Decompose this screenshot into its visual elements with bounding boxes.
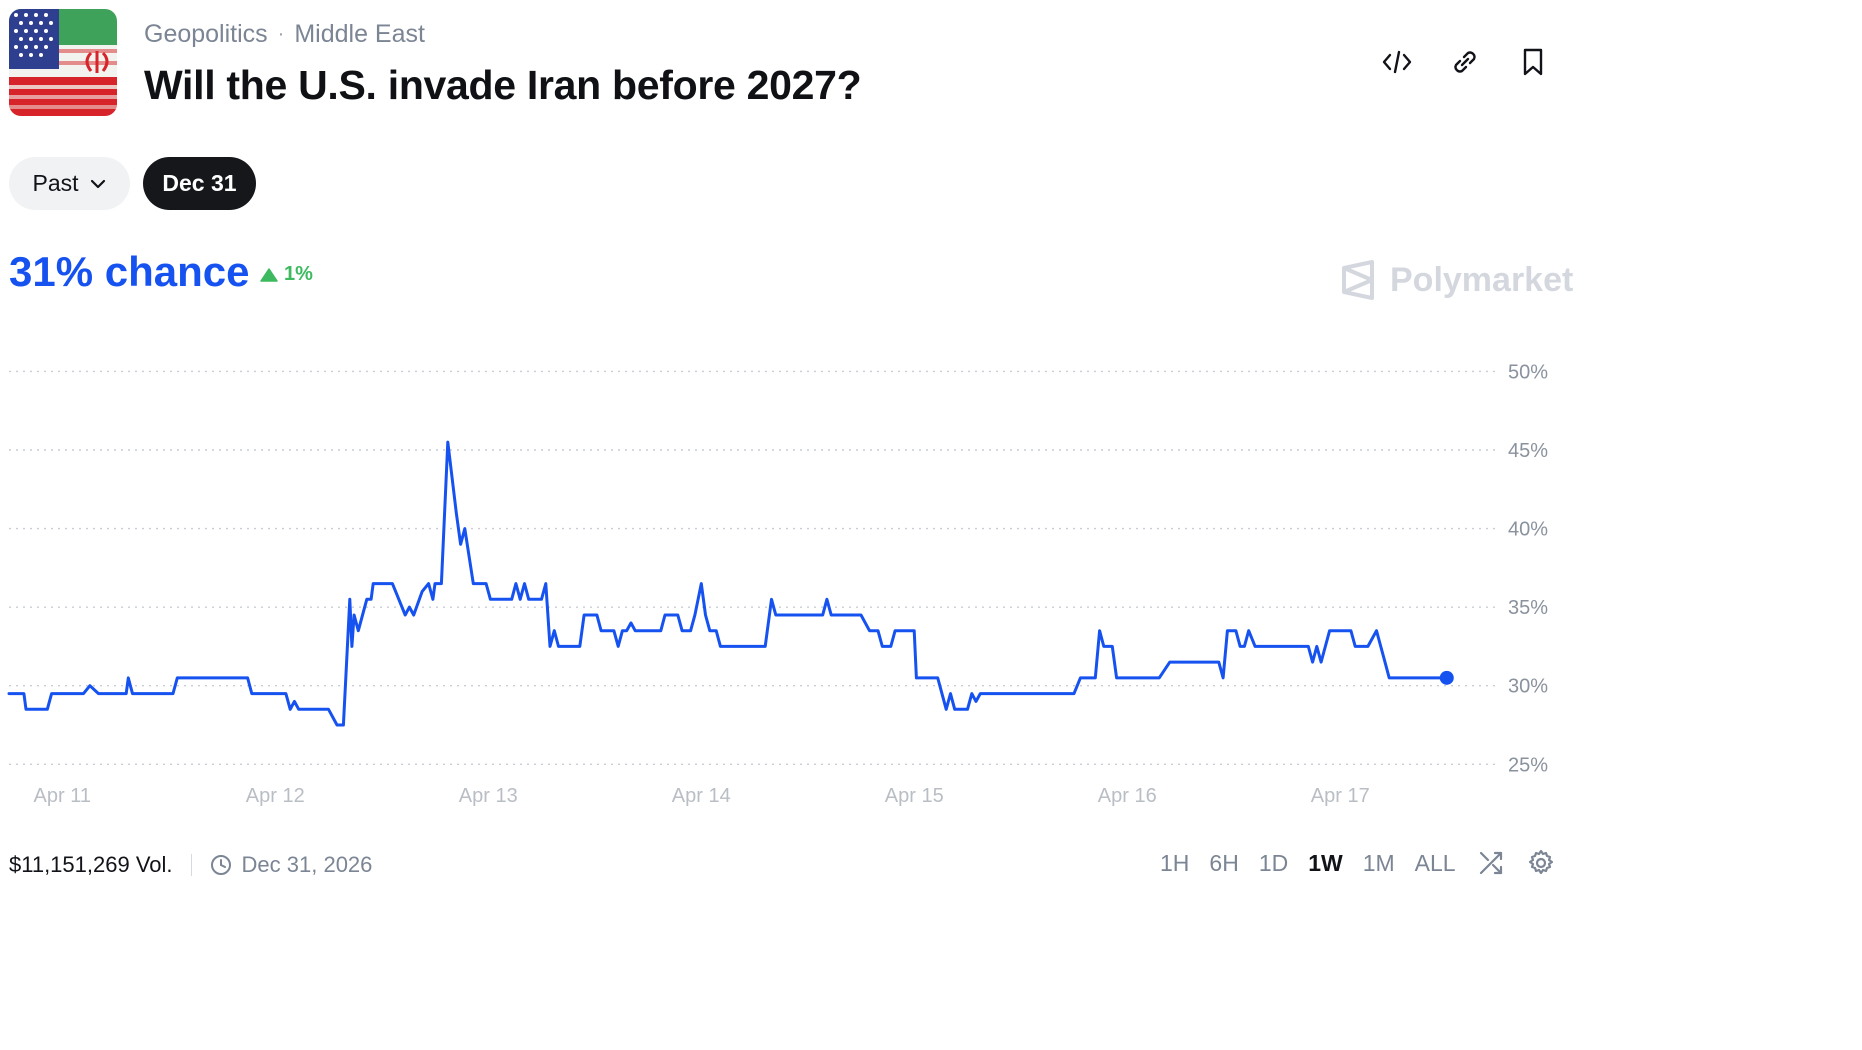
header-actions xyxy=(1378,42,1552,82)
shuffle-button[interactable] xyxy=(1476,848,1506,878)
chart-y-tick-label: 25% xyxy=(1508,754,1548,776)
range-1h[interactable]: 1H xyxy=(1160,849,1190,876)
polymarket-logo-icon xyxy=(1342,260,1374,300)
range-1w[interactable]: 1W xyxy=(1308,849,1343,876)
chart-settings-button[interactable] xyxy=(1526,848,1556,878)
past-dropdown[interactable]: Past xyxy=(9,157,130,210)
gear-icon xyxy=(1528,849,1553,875)
chart-x-tick-label: Apr 15 xyxy=(885,785,944,807)
time-range-selector: 1H 6H 1D 1W 1M ALL xyxy=(1160,848,1556,878)
chart-x-ticks: Apr 11 Apr 12 Apr 13 Apr 14 Apr 15 Apr 16 Apr … xyxy=(34,785,1370,807)
polymarket-watermark-text: Polymarket xyxy=(1390,260,1574,299)
chance-delta: 1% xyxy=(260,263,313,286)
triangle-up-icon xyxy=(260,267,278,282)
breadcrumb-subcategory-link[interactable]: Middle East xyxy=(294,20,425,48)
chart-series-line xyxy=(7,440,1449,727)
past-dropdown-label: Past xyxy=(32,170,79,196)
price-chart[interactable]: 50%45%40%35%30%25% Apr 11 Apr 12 Apr 13 Apr… xyxy=(0,320,1862,830)
volume-text: $11,151,269 Vol. xyxy=(9,852,173,877)
end-date-text: Dec 31, 2026 xyxy=(241,852,373,877)
chart-x-tick-label: Apr 14 xyxy=(672,785,731,807)
chart-y-tick-label: 40% xyxy=(1508,519,1548,541)
embed-button[interactable] xyxy=(1378,42,1416,82)
chart-y-ticks: 50% 45% 40% 35% 30% 25% xyxy=(1508,361,1548,776)
polymarket-watermark: Polymarket xyxy=(1340,260,1573,300)
end-date-info: Dec 31, 2026 xyxy=(210,852,373,878)
breadcrumb-separator: · xyxy=(277,23,285,45)
chance-delta-value: 1% xyxy=(284,263,313,285)
chart-x-tick-label: Apr 17 xyxy=(1311,785,1370,807)
market-flag-image xyxy=(9,9,117,116)
bookmark-button[interactable] xyxy=(1514,42,1552,82)
link-icon xyxy=(1454,51,1476,73)
embed-icon xyxy=(1382,50,1412,74)
chart-y-tick-label: 45% xyxy=(1508,440,1548,462)
chart-x-tick-label: Apr 16 xyxy=(1098,785,1157,807)
chart-x-tick-label: Apr 12 xyxy=(246,785,305,807)
range-all[interactable]: ALL xyxy=(1414,849,1456,876)
date-tab-label: Dec 31 xyxy=(162,170,237,196)
chart-y-tick-label: 35% xyxy=(1508,597,1548,619)
copy-link-button[interactable] xyxy=(1446,42,1484,82)
bookmark-icon xyxy=(1523,48,1543,76)
chart-end-marker xyxy=(1439,670,1454,685)
clock-icon xyxy=(210,855,231,875)
range-1m[interactable]: 1M xyxy=(1362,849,1395,876)
footer-divider xyxy=(190,854,192,876)
breadcrumb-category-link[interactable]: Geopolitics xyxy=(144,20,268,48)
range-1d[interactable]: 1D xyxy=(1258,849,1289,876)
chart-y-tick-label: 30% xyxy=(1508,676,1548,698)
chart-x-tick-label: Apr 13 xyxy=(459,785,518,807)
chart-grid xyxy=(9,370,1495,765)
market-title: Will the U.S. invade Iran before 2027? xyxy=(144,62,862,108)
shuffle-icon xyxy=(1479,851,1502,875)
chart-y-tick-label: 50% xyxy=(1508,361,1548,383)
chart-x-tick-label: Apr 11 xyxy=(34,785,91,807)
chance-value: 31% chance xyxy=(9,248,250,295)
date-tab-dec31[interactable]: Dec 31 xyxy=(143,157,256,210)
breadcrumb: Geopolitics · Middle East xyxy=(144,20,425,49)
range-6h[interactable]: 6H xyxy=(1209,849,1239,876)
footer-info: $11,151,269 Vol. Dec 31, 2026 xyxy=(9,848,1562,882)
chevron-down-icon xyxy=(90,179,105,188)
